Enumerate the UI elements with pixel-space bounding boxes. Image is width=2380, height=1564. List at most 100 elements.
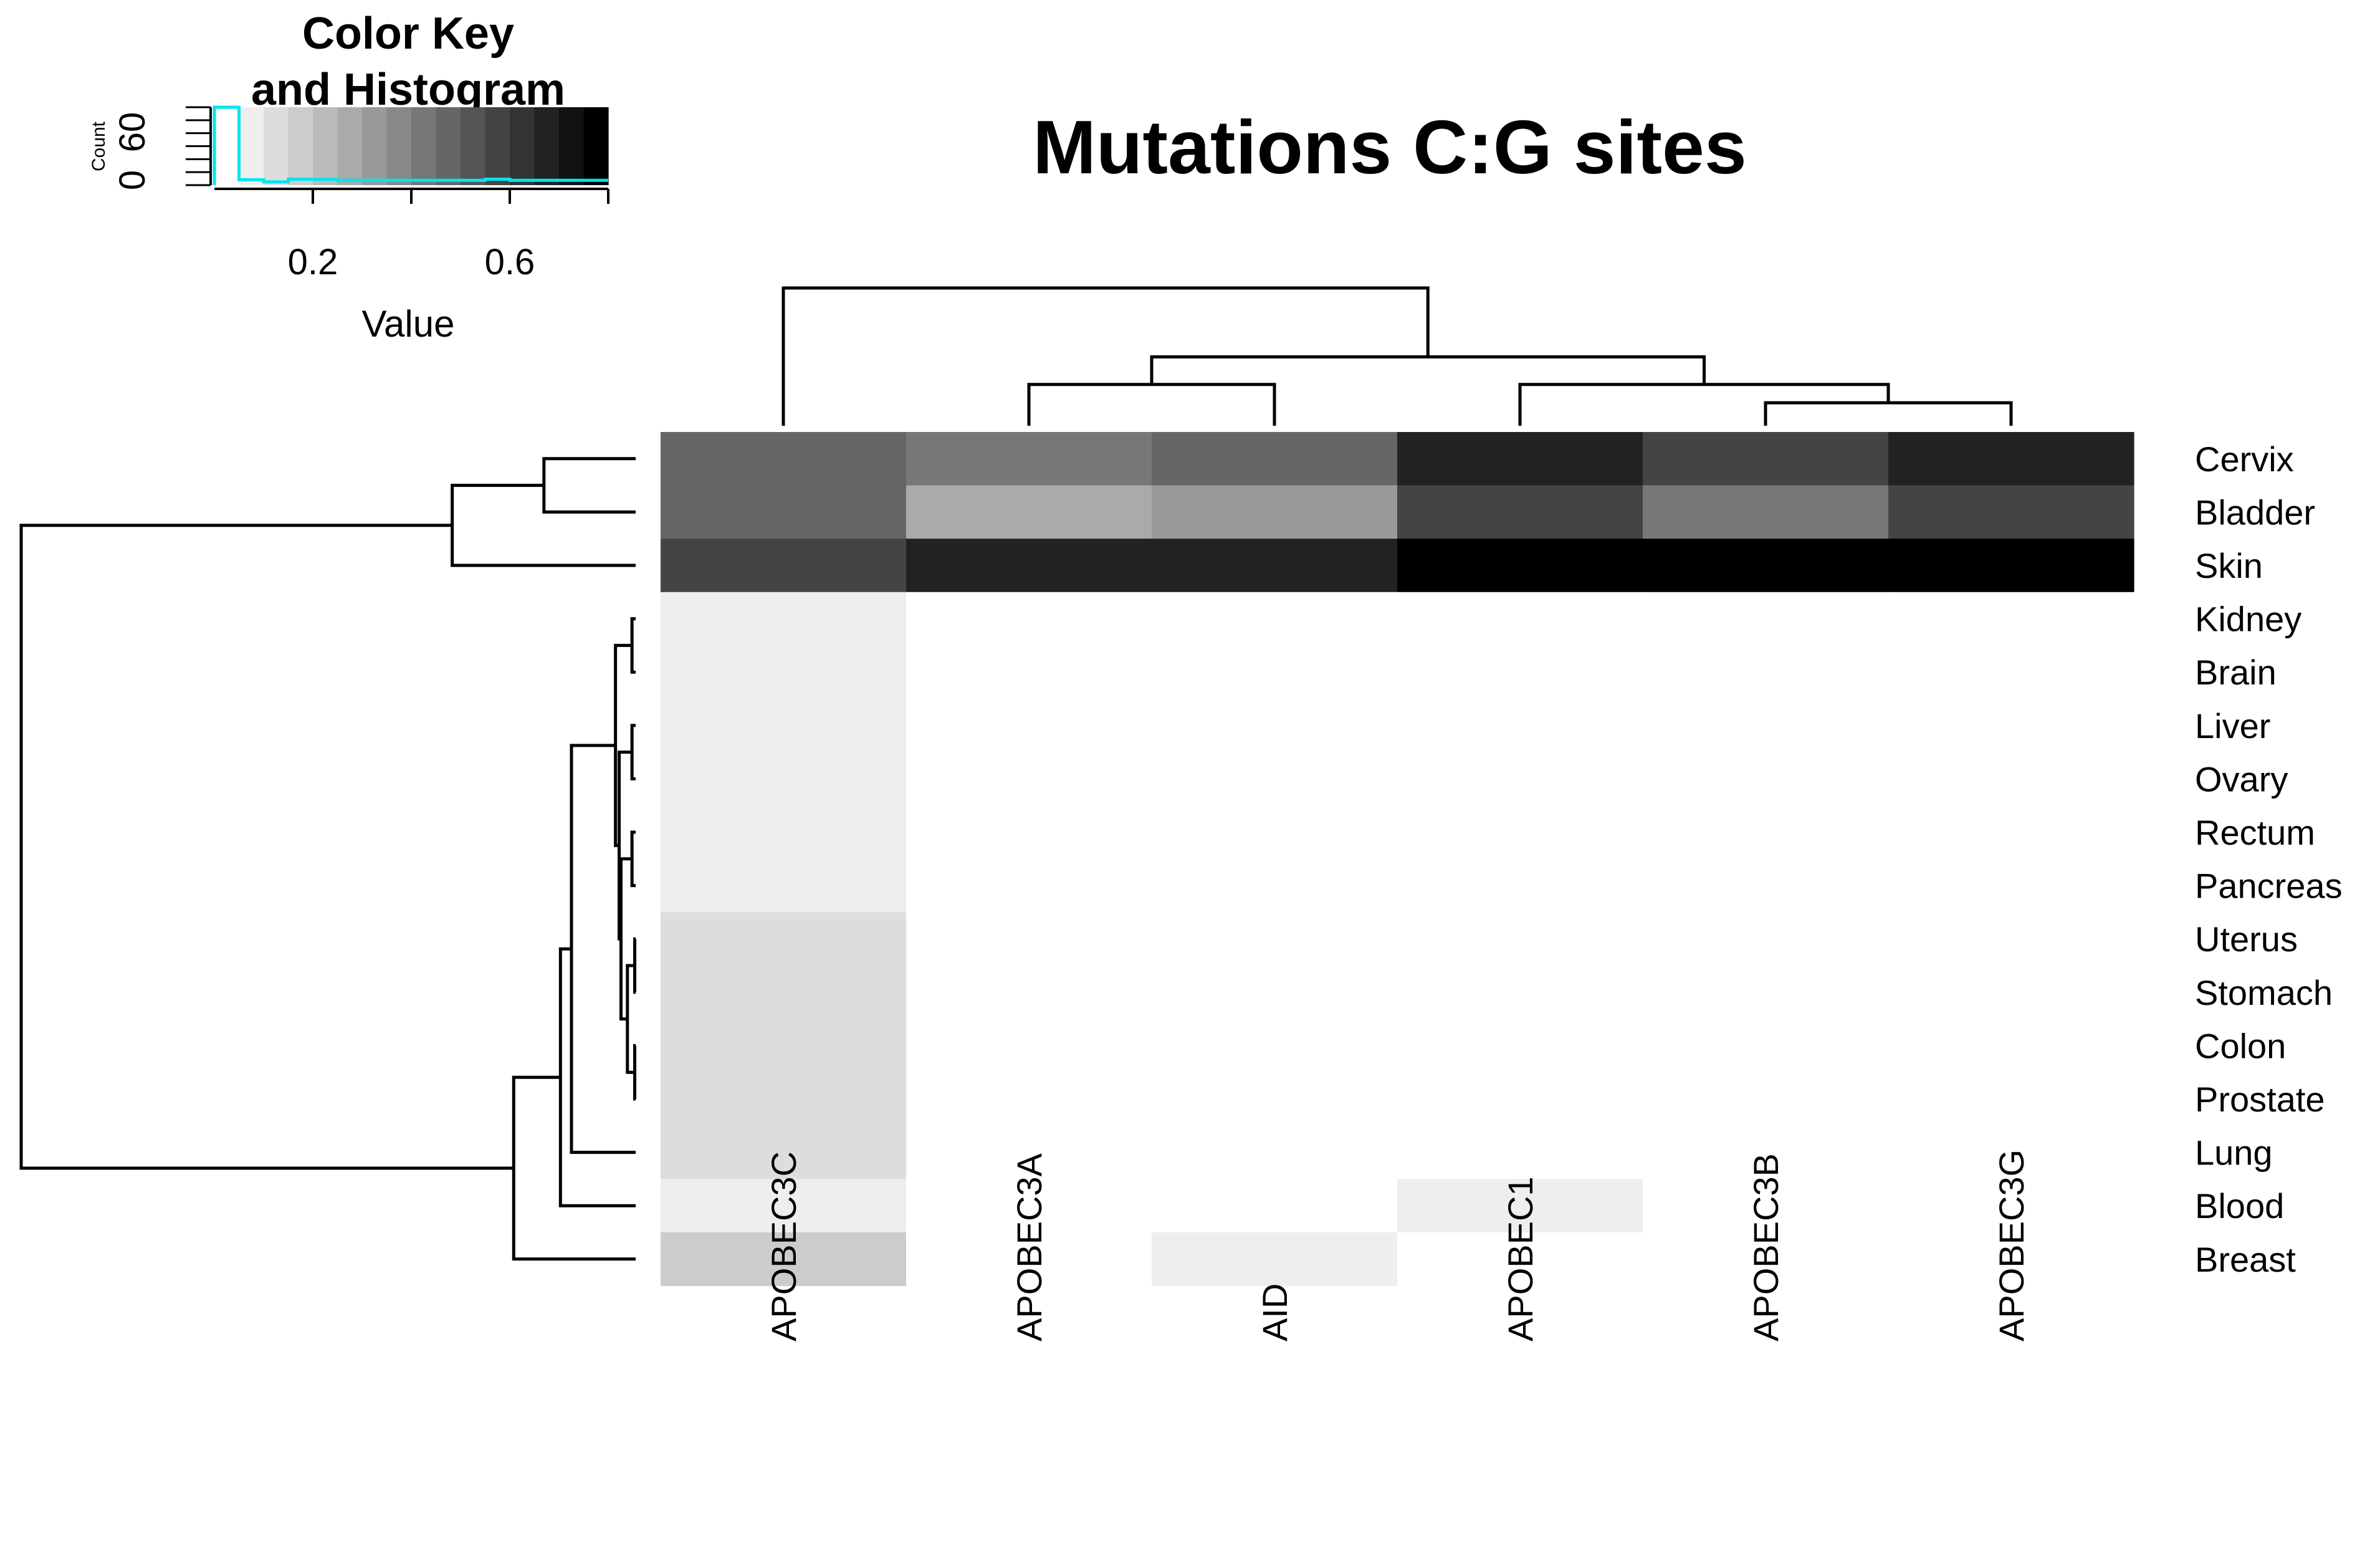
heatmap-cell-breast-apobec1 xyxy=(1397,1232,1643,1287)
row-dendrogram-branch xyxy=(619,857,633,1021)
heatmap-cell-skin-apobec3a xyxy=(906,539,1152,593)
row-label-blood: Blood xyxy=(2195,1186,2284,1226)
heatmap-cell-bladder-apobec3a xyxy=(906,485,1152,539)
heatmap-cell-liver-apobec3c xyxy=(661,699,907,753)
heatmap-cell-stomach-aid xyxy=(1152,966,1398,1020)
heatmap-cell-rectum-aid xyxy=(1152,805,1398,860)
color-key-swatch xyxy=(485,107,510,185)
heatmap-cell-ovary-apobec3a xyxy=(906,752,1152,806)
heatmap-cell-bladder-aid xyxy=(1152,485,1398,539)
color-key-swatch xyxy=(386,107,412,185)
heatmap-cell-brain-apobec3a xyxy=(906,645,1152,699)
color-key-axes: 0.2 0.6 0 60 xyxy=(112,106,609,282)
heatmap-cell-breast-apobec3b xyxy=(1643,1232,1889,1287)
heatmap-cell-uterus-apobec3b xyxy=(1643,912,1889,966)
heatmap-cell-prostate-apobec3a xyxy=(906,1072,1152,1126)
heatmap-cell-lung-apobec3a xyxy=(906,1125,1152,1179)
heatmap-cell-breast-apobec3a xyxy=(906,1232,1152,1287)
heatmap-cell-prostate-apobec3g xyxy=(1888,1072,2134,1126)
heatmap-cell-lung-apobec3g xyxy=(1888,1125,2134,1179)
heatmap-cell-kidney-apobec3a xyxy=(906,592,1152,646)
color-key-swatch xyxy=(214,107,240,185)
row-dendrogram-branch xyxy=(633,1043,637,1101)
heatmap-cell-blood-apobec1 xyxy=(1397,1179,1643,1233)
heatmap-cell-cervix-aid xyxy=(1152,432,1398,486)
heatmap-cell-prostate-apobec1 xyxy=(1397,1072,1643,1126)
row-label-uterus: Uterus xyxy=(2195,919,2298,959)
column-label-apobec3a: APOBEC3A xyxy=(1010,1153,1049,1341)
heatmap-cell-rectum-apobec3b xyxy=(1643,805,1889,860)
heatmap-cell-rectum-apobec3g xyxy=(1888,805,2134,860)
row-label-stomach: Stomach xyxy=(2195,973,2333,1012)
heatmap-cell-pancreas-apobec3g xyxy=(1888,858,2134,913)
row-dendrogram-branch xyxy=(512,1075,636,1261)
heatmap-cell-brain-apobec3b xyxy=(1643,645,1889,699)
color-key-swatch xyxy=(436,107,461,185)
heatmap-cell-kidney-apobec3g xyxy=(1888,592,2134,646)
heatmap-cell-prostate-aid xyxy=(1152,1072,1398,1126)
row-dendrogram-branch xyxy=(630,617,636,674)
heatmap-cell-pancreas-apobec3a xyxy=(906,858,1152,913)
heatmap-cell-lung-apobec3c xyxy=(661,1125,907,1179)
color-key-swatch xyxy=(362,107,388,185)
column-label-apobec3c: APOBEC3C xyxy=(764,1151,803,1341)
column-dendrogram-branch xyxy=(1150,355,1706,385)
row-label-lung: Lung xyxy=(2195,1133,2273,1173)
color-key-gradient xyxy=(214,107,609,185)
heatmap-cell-lung-apobec1 xyxy=(1397,1125,1643,1179)
heatmap-cell-rectum-apobec3a xyxy=(906,805,1152,860)
heatmap-cell-cervix-apobec3c xyxy=(661,432,907,486)
color-key-swatch xyxy=(288,107,313,185)
heatmap-cell-brain-apobec3c xyxy=(661,645,907,699)
column-label-aid: AID xyxy=(1255,1283,1294,1341)
row-label-brain: Brain xyxy=(2195,653,2277,692)
heatmap-cell-ovary-apobec3b xyxy=(1643,752,1889,806)
heatmap-cell-stomach-apobec3c xyxy=(661,966,907,1020)
row-label-rectum: Rectum xyxy=(2195,813,2315,852)
heatmap-cell-uterus-apobec3g xyxy=(1888,912,2134,966)
heatmap-cell-kidney-apobec3b xyxy=(1643,592,1889,646)
row-labels: Cervix Bladder Skin Kidney Brain Liver Ovary Re… xyxy=(2195,439,2343,1279)
heatmap-cell-ovary-apobec3c xyxy=(661,752,907,806)
row-dendrogram-branch xyxy=(633,937,637,994)
heatmap-cell-liver-apobec1 xyxy=(1397,699,1643,753)
color-key-histogram xyxy=(213,105,608,185)
column-dendrogram-branch xyxy=(781,286,1430,426)
color-key-swatch xyxy=(534,107,560,185)
heatmap-cell-skin-apobec3c xyxy=(661,539,907,593)
heatmap-cell-stomach-apobec3b xyxy=(1643,966,1889,1020)
row-dendrogram-branch xyxy=(19,524,514,1170)
heatmap-cell-liver-apobec3g xyxy=(1888,699,2134,753)
row-label-colon: Colon xyxy=(2195,1026,2286,1065)
heatmap-cell-colon-apobec3g xyxy=(1888,1019,2134,1073)
heatmap-cell-pancreas-aid xyxy=(1152,858,1398,913)
heatmap-cell-breast-aid xyxy=(1152,1232,1398,1287)
column-labels: APOBEC3C APOBEC3A AID APOBEC1 APOBEC3B APOBEC… xyxy=(764,1149,2031,1341)
heatmap-cell-stomach-apobec3a xyxy=(906,966,1152,1020)
color-key-swatch xyxy=(313,107,338,185)
column-dendrogram-branch xyxy=(1518,383,1890,426)
column-label-apobec1: APOBEC1 xyxy=(1501,1176,1540,1341)
heatmap-cell-cervix-apobec1 xyxy=(1397,432,1643,486)
heatmap-cell-pancreas-apobec3b xyxy=(1643,858,1889,913)
row-dendrogram-branch xyxy=(626,964,635,1074)
heatmap-cell-cervix-apobec3a xyxy=(906,432,1152,486)
heatmap-cell-stomach-apobec3g xyxy=(1888,966,2134,1020)
heatmap-cell-blood-apobec3b xyxy=(1643,1179,1889,1233)
column-dendrogram xyxy=(781,286,2013,426)
row-label-skin: Skin xyxy=(2195,546,2263,585)
heatmap-cell-uterus-apobec1 xyxy=(1397,912,1643,966)
heatmap-cell-pancreas-apobec1 xyxy=(1397,858,1643,913)
heatmap-cell-breast-apobec3c xyxy=(661,1232,907,1287)
color-key-x-tick-label: 0.6 xyxy=(485,242,535,282)
color-key-ylabel: Count xyxy=(88,121,109,171)
heatmap-cell-ovary-apobec3g xyxy=(1888,752,2134,806)
row-label-breast: Breast xyxy=(2195,1240,2296,1279)
heatmap-cell-skin-aid xyxy=(1152,539,1398,593)
heatmap-cell-rectum-apobec3c xyxy=(661,805,907,860)
chart-title: Mutations C:G sites xyxy=(1033,105,1747,190)
color-key-swatch xyxy=(583,107,609,185)
heatmap-cell-colon-apobec3b xyxy=(1643,1019,1889,1073)
